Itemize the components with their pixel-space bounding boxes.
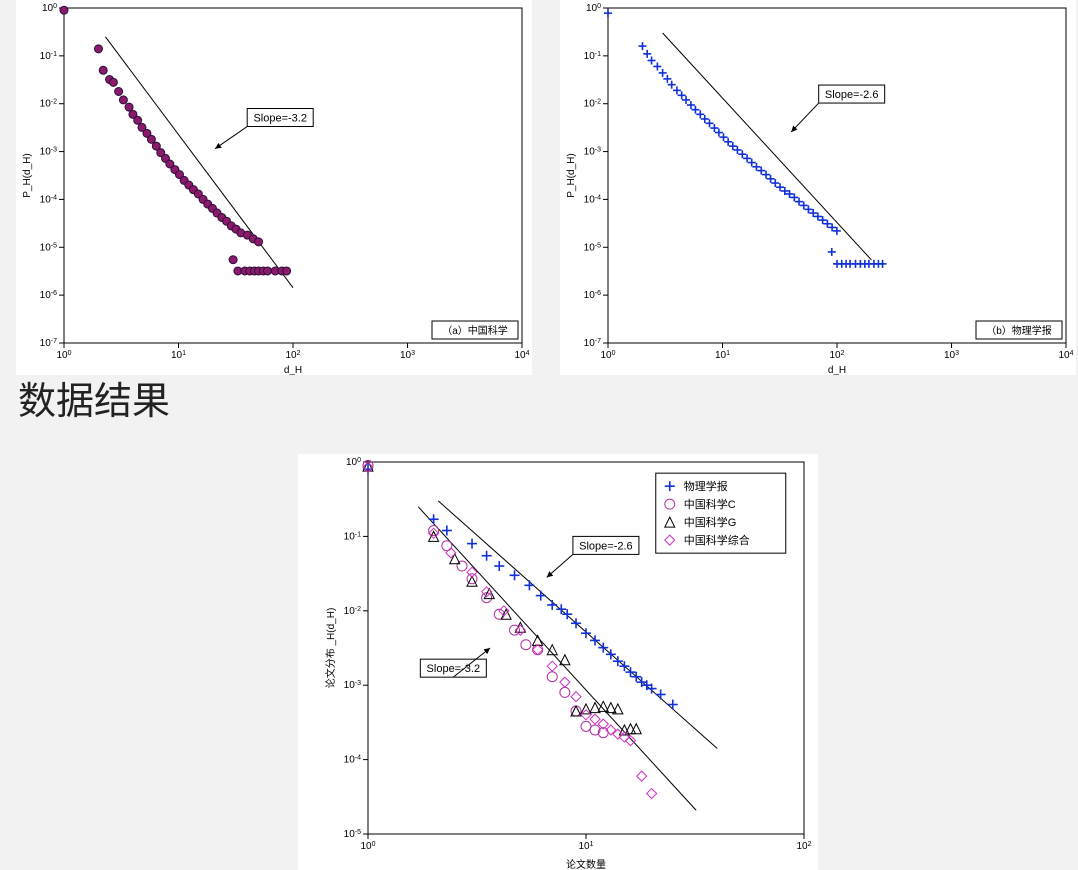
svg-text:104: 104	[514, 350, 529, 362]
svg-text:10-7: 10-7	[584, 338, 601, 350]
svg-text:中国科学综合: 中国科学综合	[684, 533, 750, 547]
svg-text:102: 102	[829, 350, 844, 362]
svg-text:103: 103	[400, 350, 415, 362]
svg-text:100: 100	[42, 3, 57, 15]
chart-panel-b: 100 101 102 103 104 10-7 10-6 10-5 10-4 10-3 10-2 1…	[560, 0, 1076, 375]
svg-text:10-3: 10-3	[40, 146, 57, 158]
svg-text:102: 102	[796, 841, 811, 853]
svg-text:论文数量: 论文数量	[566, 858, 606, 870]
svg-text:104: 104	[1058, 350, 1073, 362]
svg-text:100: 100	[586, 3, 601, 15]
svg-text:10-7: 10-7	[40, 338, 57, 350]
svg-text:10-2: 10-2	[40, 98, 57, 110]
svg-text:100: 100	[360, 841, 375, 853]
svg-text:10-2: 10-2	[584, 98, 601, 110]
svg-text:10-3: 10-3	[584, 146, 601, 158]
svg-text:10-1: 10-1	[344, 531, 361, 543]
svg-text:101: 101	[171, 350, 186, 362]
svg-text:10-4: 10-4	[584, 194, 601, 206]
svg-text:10-1: 10-1	[40, 50, 57, 62]
svg-text:10-5: 10-5	[584, 242, 601, 254]
svg-text:10-1: 10-1	[584, 50, 601, 62]
chart-panel-a: 100 101 102 103 104 10-7 10-6 10-5 10-4 10-3 10-2 1…	[16, 0, 532, 375]
svg-text:中国科学C: 中国科学C	[684, 497, 736, 511]
svg-text:100: 100	[600, 350, 615, 362]
section-heading: 数据结果	[18, 370, 170, 425]
svg-text:物理学报: 物理学报	[684, 479, 728, 493]
svg-text:Slope=-3.2: Slope=-3.2	[253, 113, 307, 125]
svg-text:101: 101	[578, 841, 593, 853]
svg-text:中国科学G: 中国科学G	[684, 515, 737, 529]
svg-text:10-6: 10-6	[40, 290, 57, 302]
svg-text:10-5: 10-5	[40, 242, 57, 254]
svg-text:103: 103	[944, 350, 959, 362]
svg-text:P_H(d_H): P_H(d_H)	[22, 153, 33, 197]
svg-text:10-4: 10-4	[40, 194, 57, 206]
svg-text:Slope=-2.6: Slope=-2.6	[579, 540, 633, 552]
svg-text:100: 100	[56, 350, 71, 362]
svg-text:100: 100	[346, 457, 361, 469]
svg-text:10-3: 10-3	[344, 680, 361, 692]
svg-text:102: 102	[285, 350, 300, 362]
page-root: 10010110210310410-710-610-510-410-310-21…	[0, 0, 1078, 870]
svg-text:P_H(d_H): P_H(d_H)	[566, 153, 577, 197]
chart-panel-c: 100 101 102 10-5 10-4 10-3 10-2 10-1 100 论文数量 论文分布…	[298, 454, 818, 870]
svg-text:10-2: 10-2	[344, 605, 361, 617]
svg-text:10-4: 10-4	[344, 754, 361, 766]
svg-text:10-5: 10-5	[344, 829, 361, 841]
svg-text:10-6: 10-6	[584, 290, 601, 302]
svg-text:Slope=-2.6: Slope=-2.6	[825, 89, 879, 101]
svg-text:Slope=-3.2: Slope=-3.2	[427, 663, 481, 675]
svg-text:d_H: d_H	[828, 365, 846, 375]
svg-text:101: 101	[715, 350, 730, 362]
svg-text:（b）物理学报: （b）物理学报	[986, 324, 1052, 337]
svg-text:（a）中国科学: （a）中国科学	[442, 324, 508, 337]
svg-text:论文分布 _H(d_H): 论文分布 _H(d_H)	[324, 608, 337, 689]
svg-text:d_H: d_H	[284, 365, 302, 375]
